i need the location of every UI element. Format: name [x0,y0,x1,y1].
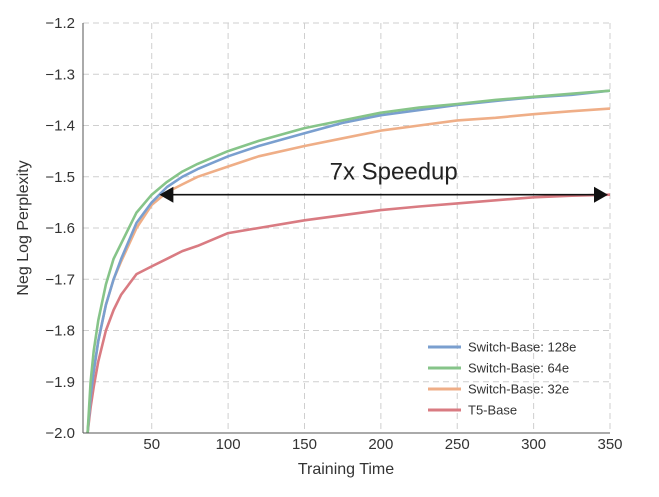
x-tick-label: 150 [292,436,317,453]
y-tick-label: −1.8 [45,323,75,340]
tick-labels: 50 100 150 200 250 300 350 −2.0 −1.9 −1.8 −1.7 −1.6… [45,15,622,453]
y-tick-label: −1.6 [45,220,75,237]
x-tick-label: 300 [521,436,546,453]
legend-label-0: Switch-Base: 128e [468,340,576,355]
y-tick-label: −1.3 [45,66,75,83]
y-tick-label: −2.0 [45,425,75,442]
legend-label-2: Switch-Base: 32e [468,382,569,397]
y-tick-label: −1.2 [45,15,75,32]
speedup-annotation: 7x Speedup [159,159,608,203]
y-tick-label: −1.5 [45,169,75,186]
x-tick-label: 100 [216,436,241,453]
x-tick-label: 200 [368,436,393,453]
x-axis-label: Training Time [298,461,394,478]
x-tick-label: 350 [597,436,622,453]
y-tick-label: −1.7 [45,271,75,288]
series-line-t5-base [86,193,610,433]
axes [82,23,610,434]
speedup-arrowhead-right [594,186,608,203]
series-line-switch-base-64e [86,89,610,433]
speedup-arrowhead-left [159,186,174,203]
speedup-label: 7x Speedup [330,159,458,186]
legend-label-3: T5-Base [468,403,517,418]
y-tick-label: −1.9 [45,374,75,391]
x-tick-label: 250 [445,436,470,453]
legend-label-1: Switch-Base: 64e [468,361,569,376]
grid [83,22,611,433]
x-tick-label: 50 [143,436,160,453]
legend: Switch-Base: 128e Switch-Base: 64e Switch-… [428,340,576,418]
y-axis-label: Neg Log Perplexity [15,160,32,295]
series-layer [86,89,610,433]
y-tick-label: −1.4 [45,118,75,135]
